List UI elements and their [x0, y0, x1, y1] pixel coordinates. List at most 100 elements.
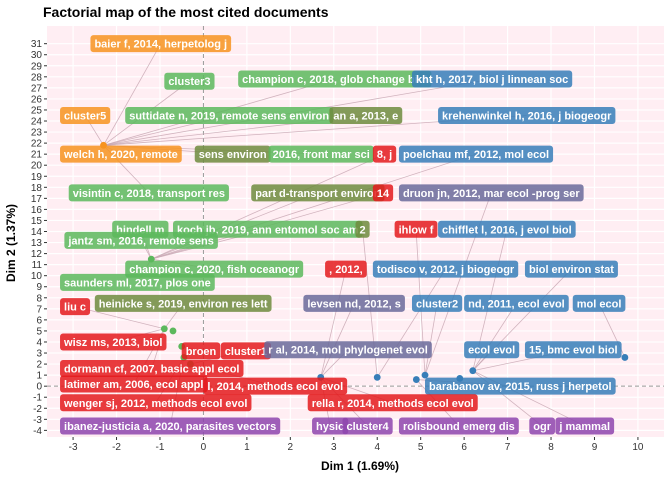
x-tick-label: 0 — [201, 442, 207, 453]
doc-label-box — [394, 220, 438, 238]
doc-label-text: druon jn, 2012, mar ecol -prog ser — [403, 188, 580, 200]
label-connector — [103, 43, 162, 146]
doc-label: cluster1 — [220, 342, 272, 360]
doc-label-box — [251, 184, 385, 202]
doc-label-text: 15, bmc evol biol — [529, 345, 618, 357]
doc-label: ihlow f — [394, 220, 438, 238]
doc-label-box — [60, 298, 91, 316]
x-tick-label: 2 — [288, 442, 294, 453]
data-point — [160, 325, 168, 333]
y-tick-label: 19 — [31, 172, 43, 183]
doc-label-box — [60, 394, 252, 412]
y-tick-label: 6 — [36, 315, 42, 326]
doc-label-text: ihlow f — [399, 224, 434, 236]
y-tick-label: 11 — [32, 260, 43, 271]
y-tick-label: 24 — [31, 117, 43, 128]
doc-label-text: wisz ms, 2013, biol — [63, 337, 162, 349]
doc-label-text: mol ecol — [577, 298, 622, 310]
doc-label-text: champion c, 2018, glob change biol — [242, 74, 427, 86]
doc-label: 2016, front mar sci — [268, 145, 374, 163]
doc-label-box — [220, 342, 272, 360]
data-point — [412, 376, 420, 383]
x-tick-label: 3 — [331, 442, 337, 453]
y-tick-label: 14 — [31, 227, 43, 238]
doc-label-text: latimer am, 2006, ecol appl — [64, 379, 203, 391]
doc-label-box — [303, 294, 405, 312]
doc-label-text: hysic — [316, 421, 344, 433]
doc-label-box — [60, 273, 215, 291]
y-tick-label: 3 — [36, 349, 42, 360]
doc-label-text: cluster4 — [346, 421, 389, 433]
y-tick-label: 22 — [31, 139, 43, 150]
x-tick-label: 1 — [244, 442, 250, 453]
doc-label-box — [342, 417, 393, 435]
x-tick-label: 7 — [505, 442, 511, 453]
doc-label-text: champion c, 2020, fish oceanogr — [129, 264, 300, 276]
doc-label: broen — [181, 342, 221, 360]
doc-label-text: levsen nd, 2012, s — [307, 298, 401, 310]
y-tick-label: 13 — [31, 238, 43, 249]
doc-label: 2 — [355, 220, 370, 238]
doc-label-box — [60, 145, 182, 163]
y-tick-label: 10 — [31, 271, 43, 282]
doc-label: wenger sj, 2012, methods ecol evol — [60, 394, 252, 412]
doc-label: wisz ms, 2013, biol — [60, 333, 167, 351]
doc-label-box — [164, 72, 215, 90]
doc-label: 15, bmc evol biol — [524, 341, 622, 359]
y-tick-label: 1 — [36, 371, 42, 382]
y-tick-label: 18 — [31, 183, 43, 194]
doc-label: saunders ml, 2017, plos one — [60, 273, 215, 291]
doc-label-text: nd, 2011, ecol evol — [468, 298, 565, 310]
doc-label: baier f, 2014, herpetolog j — [90, 35, 232, 53]
y-tick-label: 9 — [36, 282, 42, 293]
doc-label: 8, j — [372, 145, 397, 163]
doc-label-text: kht h, 2017, biol j linnean soc — [416, 74, 568, 86]
x-tick-label: 4 — [374, 442, 380, 453]
x-tick-label: 9 — [592, 442, 598, 453]
doc-label-box — [398, 145, 554, 163]
doc-label-box — [524, 341, 622, 359]
doc-label-box — [372, 184, 394, 202]
doc-label-box — [464, 294, 569, 312]
doc-label: cluster3 — [164, 72, 215, 90]
doc-label: sens environ — [194, 145, 271, 163]
doc-label-text: ecol evol — [468, 345, 515, 357]
doc-label-text: baier f, 2014, herpetolog j — [94, 39, 227, 51]
axis-ticks: -3 -2 -1 0 1 2 3 4 5 6 7 8 9 10-4-3-2-101234567891011… — [31, 39, 644, 453]
doc-label: champion c, 2018, glob change biol — [238, 70, 432, 88]
doc-label-box — [307, 394, 478, 412]
doc-label: poelchau mf, 2012, mol ecol — [398, 145, 554, 163]
doc-label-box — [438, 106, 616, 124]
doc-label-text: ibanez-justicia a, 2020, parasites vecto… — [64, 421, 276, 433]
doc-label-text: cluster2 — [416, 298, 458, 310]
doc-label-box — [524, 260, 618, 278]
doc-label: champion c, 2020, fish oceanogr — [125, 260, 304, 278]
doc-label-text: an a, 2013, e — [333, 110, 398, 122]
doc-label-text: dormann cf, 2007, basic appl ecol — [64, 364, 239, 376]
doc-label-box — [464, 341, 520, 359]
doc-label-text: chifflet l, 2016, j evol biol — [442, 224, 572, 236]
doc-label: l, 2014, methods ecol evol — [203, 377, 348, 395]
doc-label-box — [60, 360, 244, 377]
doc-label: todisco v, 2012, j biogeogr — [372, 260, 519, 278]
doc-label-text: saunders ml, 2017, plos one — [64, 277, 211, 289]
doc-label-box — [181, 342, 221, 360]
x-tick-label: 6 — [461, 442, 467, 453]
doc-label-text: ogr — [533, 421, 551, 433]
doc-label: krehenwinkel h, 2016, j biogeogr — [438, 106, 616, 124]
x-tick-label: -3 — [69, 442, 78, 453]
doc-label-text: koch jb, 2019, ann entomol soc am — [177, 224, 359, 236]
doc-label-box — [398, 417, 519, 435]
doc-label-text: biol environ stat — [529, 264, 614, 276]
doc-label-text: heinicke s, 2019, environ res lett — [99, 298, 268, 310]
doc-label-box — [173, 220, 363, 238]
doc-label: an a, 2013, e — [329, 106, 403, 124]
doc-label: rella r, 2014, methods ecol evol — [307, 394, 478, 412]
doc-label-text: r al, 2014, mol phylogenet evol — [268, 345, 428, 357]
doc-label-box — [125, 260, 304, 278]
doc-label: welch h, 2020, remote — [60, 145, 182, 163]
doc-label-box — [425, 377, 616, 395]
label-connector — [376, 268, 446, 378]
doc-label-box — [555, 417, 615, 435]
doc-label-text: 8, j — [377, 149, 392, 161]
